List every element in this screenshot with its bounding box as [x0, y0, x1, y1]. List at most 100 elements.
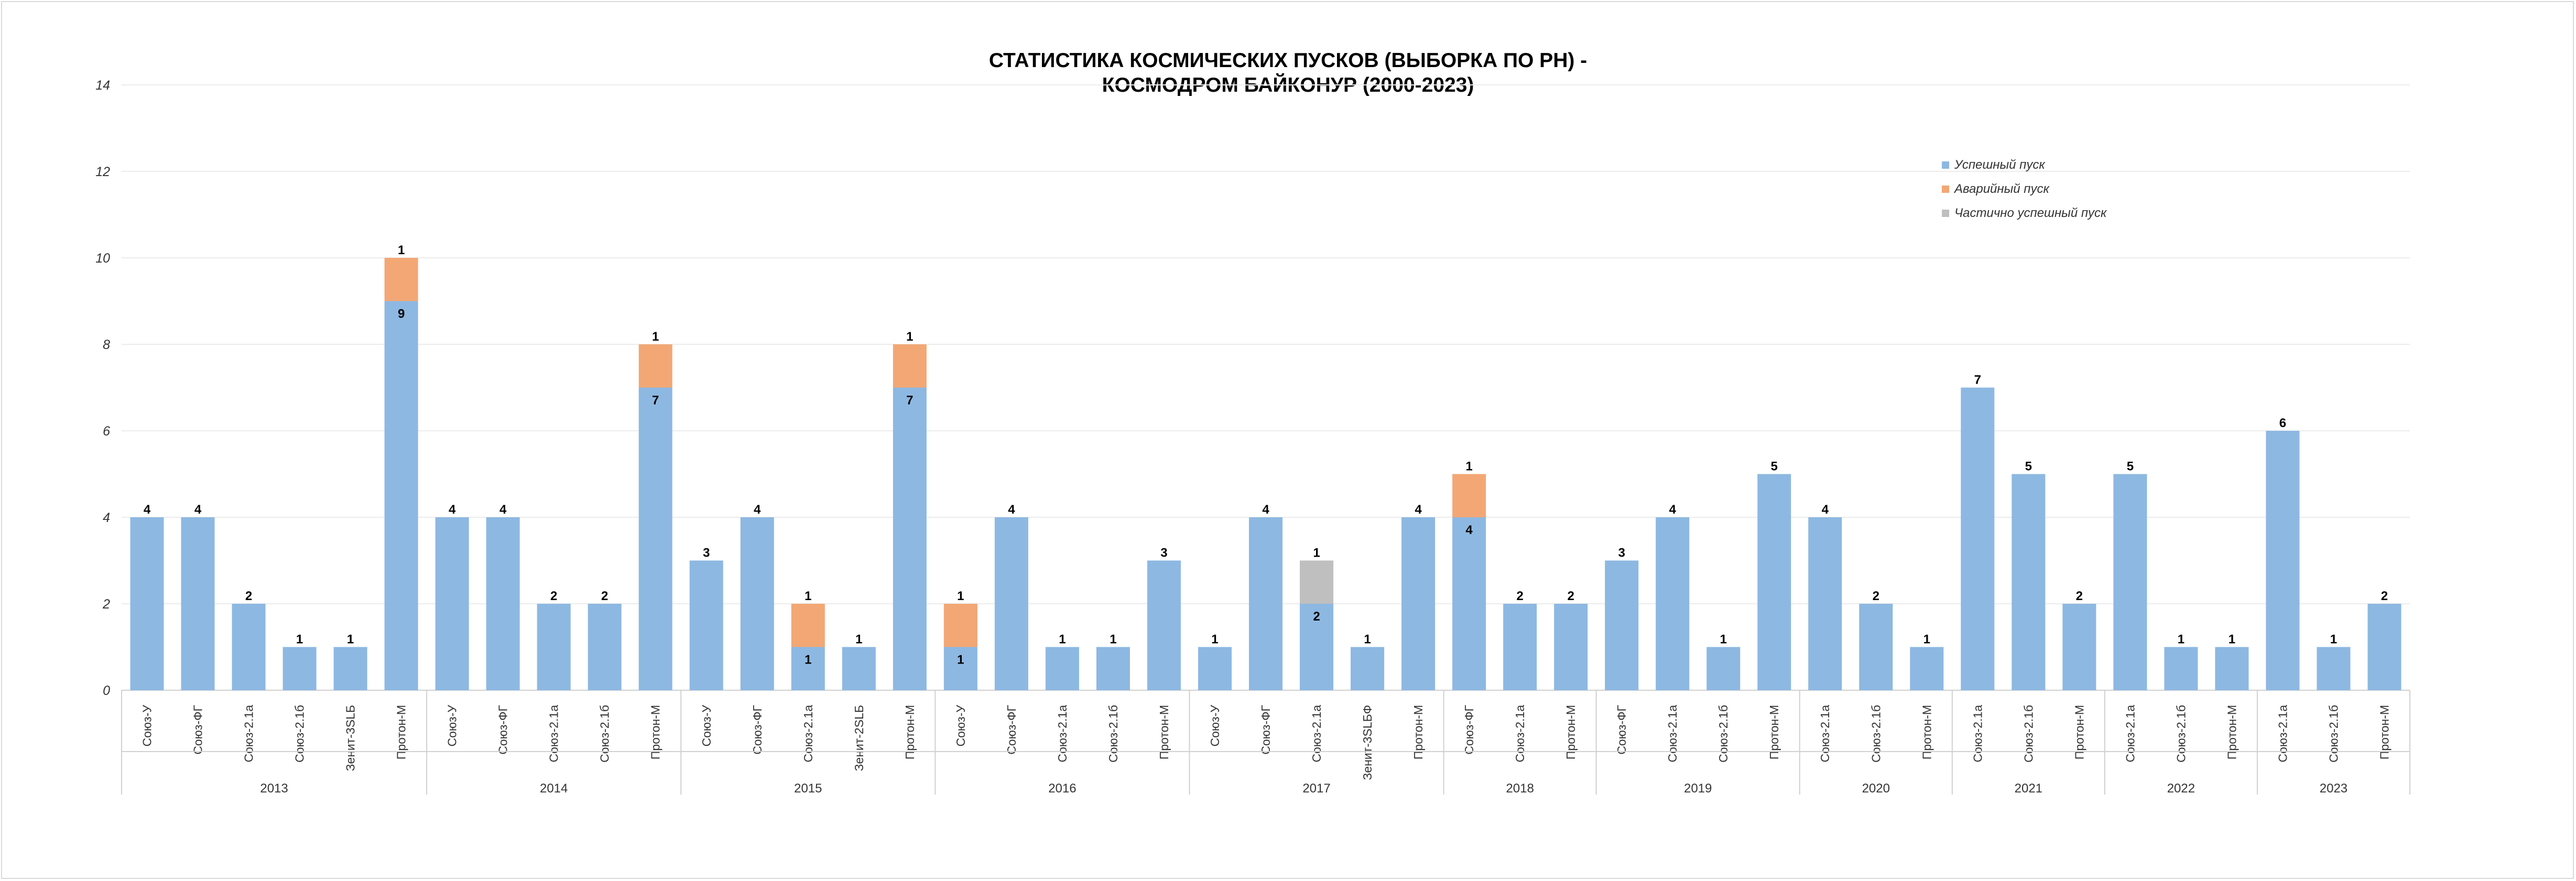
bar-segment	[1605, 560, 1639, 690]
data-label: 4	[1669, 503, 1676, 517]
legend-item-partial: Частично успешный пуск	[1942, 205, 2106, 221]
data-label: 2	[601, 589, 608, 603]
data-label: 4	[144, 503, 151, 517]
category-label: Союз-2.1а	[1666, 705, 1679, 763]
data-label: 1	[398, 243, 405, 257]
data-label: 4	[1822, 503, 1829, 517]
category-label: Союз-У	[1208, 705, 1222, 747]
category-label: Протон-М	[395, 705, 408, 759]
data-label: 2	[1516, 589, 1523, 603]
bar-segment	[384, 301, 418, 690]
chart-title-line-1: СТАТИСТИКА КОСМИЧЕСКИХ ПУСКОВ (ВЫБОРКА П…	[988, 49, 1588, 72]
data-label: 4	[194, 503, 202, 517]
bar-segment	[2215, 647, 2249, 690]
category-label: Союз-2.1б	[598, 705, 612, 763]
legend: Успешный пуск Аварийный пуск Частично ус…	[1942, 157, 2106, 230]
category-label: Протон-М	[2225, 705, 2238, 759]
bar-segment	[2012, 474, 2046, 690]
bar-segment	[384, 258, 418, 301]
bar-segment	[1452, 517, 1486, 690]
category-label: Союз-ФГ	[1462, 704, 1476, 754]
bar-segment	[181, 517, 215, 690]
data-label: 1	[1059, 633, 1066, 647]
category-label: Протон-М	[1157, 705, 1171, 759]
category-label: Протон-М	[1920, 705, 1933, 759]
year-label: 2020	[1862, 781, 1890, 796]
category-label: Союз-2.1а	[547, 705, 561, 763]
data-label: 4	[1008, 503, 1015, 517]
data-label: 3	[703, 546, 710, 560]
bar-segment	[1961, 387, 1995, 690]
bar-segment	[842, 647, 876, 690]
data-label: 1	[805, 653, 811, 667]
category-label: Союз-2.1б	[2021, 705, 2035, 763]
y-tick-label: 8	[103, 338, 110, 352]
data-label: 5	[2127, 460, 2134, 474]
category-label: Союз-ФГ	[1615, 704, 1628, 754]
bar-segment	[1300, 604, 1334, 690]
legend-item-success: Успешный пуск	[1942, 157, 2106, 173]
data-label: 1	[2229, 633, 2235, 647]
data-label: 1	[652, 330, 659, 344]
bar-segment	[1808, 517, 1842, 690]
bar-segment	[994, 517, 1028, 690]
bar-segment	[1554, 604, 1588, 690]
legend-item-failure: Аварийный пуск	[1942, 181, 2106, 197]
category-label: Союз-2.1б	[1106, 705, 1120, 763]
bar-segment	[2266, 431, 2300, 690]
category-label: Союз-ФГ	[751, 704, 764, 754]
bar-segment	[232, 604, 266, 690]
data-label: 4	[499, 503, 507, 517]
y-tick-label: 6	[103, 424, 110, 439]
category-label: Союз-ФГ	[191, 704, 205, 754]
data-label: 5	[2025, 460, 2032, 474]
bar-segment	[2113, 474, 2147, 690]
category-label: Союз-ФГ	[1005, 704, 1018, 754]
bar-segment	[638, 387, 672, 690]
category-label: Союз-2.1а	[2276, 705, 2289, 763]
data-label: 2	[1313, 610, 1320, 624]
data-label: 1	[906, 330, 913, 344]
bar-segment	[486, 517, 520, 690]
bar-segment	[893, 344, 927, 388]
bar-segment	[435, 517, 469, 690]
bar-segment	[638, 344, 672, 388]
category-label: Союз-2.1а	[1818, 705, 1832, 763]
y-tick-label: 14	[95, 78, 110, 93]
y-tick-label: 10	[95, 251, 110, 266]
category-label: Протон-М	[1564, 705, 1578, 759]
y-tick-label: 0	[103, 683, 110, 698]
data-label: 1	[2330, 633, 2337, 647]
category-label: Союз-2.1б	[1716, 705, 1730, 763]
data-label: 1	[1923, 633, 1930, 647]
category-label: Зенит-3SLБ	[344, 705, 357, 771]
category-label: Союз-2.1а	[2123, 705, 2137, 763]
category-label: Союз-2.1а	[1310, 705, 1323, 763]
category-label: Союз-У	[140, 705, 154, 747]
bar-segment	[1401, 517, 1436, 690]
bar-segment	[689, 560, 723, 690]
data-label: 2	[245, 589, 252, 603]
year-label: 2016	[1048, 781, 1076, 796]
y-tick-label: 4	[103, 510, 110, 525]
year-label: 2021	[2015, 781, 2042, 796]
bar-segment	[2367, 604, 2401, 690]
year-label: 2014	[540, 781, 568, 796]
category-label: Союз-У	[445, 705, 459, 747]
year-label: 2013	[260, 781, 288, 796]
bar-segment	[943, 604, 977, 647]
year-label: 2022	[2167, 781, 2195, 796]
data-label: 5	[1771, 460, 1778, 474]
bar-segment	[1351, 647, 1385, 690]
bar-segment	[740, 517, 774, 690]
bar-segment	[1757, 474, 1791, 690]
bar-segment	[1096, 647, 1130, 690]
data-label: 7	[906, 394, 913, 408]
category-label: Зенит-2SLБ	[852, 705, 866, 771]
y-tick-label: 12	[95, 165, 110, 179]
legend-swatch-failure	[1942, 186, 1949, 193]
data-label: 2	[2076, 589, 2083, 603]
category-label: Протон-М	[2377, 705, 2391, 759]
category-label: Протон-М	[903, 705, 917, 759]
year-label: 2015	[794, 781, 822, 796]
